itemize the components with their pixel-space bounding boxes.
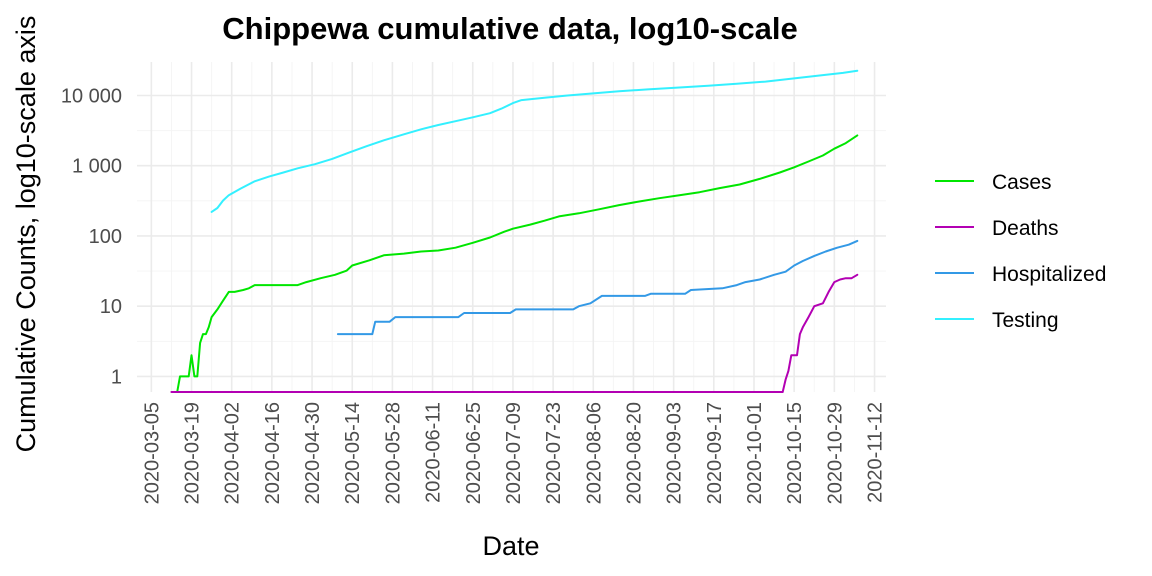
x-axis-title: Date	[482, 531, 539, 561]
grid	[137, 62, 886, 392]
x-axis-ticks: 2020-03-05 2020-03-19 2020-04-02 2020-04-16…	[141, 402, 886, 504]
y-tick-label: 10 000	[61, 86, 122, 108]
legend-label-deaths: Deaths	[992, 217, 1059, 240]
legend-label-cases: Cases	[992, 171, 1052, 194]
y-axis-title: Cumulative Counts, log10-scale axis	[11, 16, 41, 453]
series-line-hospitalized	[336, 239, 859, 336]
y-tick-label: 10	[100, 296, 122, 318]
x-tick-label: 2020-06-11	[423, 402, 445, 503]
x-tick-label: 2020-04-02	[222, 402, 244, 504]
x-tick-label: 2020-04-16	[262, 402, 284, 504]
x-tick-label: 2020-11-12	[865, 402, 887, 503]
x-tick-label: 2020-09-03	[664, 402, 686, 504]
x-tick-label: 2020-03-05	[141, 402, 163, 504]
y-tick-label: 100	[89, 226, 122, 248]
x-tick-label: 2020-09-17	[704, 402, 726, 504]
x-tick-label: 2020-08-06	[583, 402, 605, 504]
x-tick-label: 2020-10-01	[744, 402, 766, 504]
x-tick-label: 2020-07-09	[503, 402, 525, 504]
x-tick-label: 2020-06-25	[463, 402, 485, 504]
series-lines	[170, 69, 859, 393]
chart-title: Chippewa cumulative data, log10-scale	[222, 11, 797, 46]
legend: Cases Deaths Hospitalized Testing	[935, 171, 1106, 332]
x-tick-label: 2020-10-15	[784, 402, 806, 504]
x-tick-label: 2020-08-20	[624, 402, 646, 504]
series-line-cases	[176, 134, 859, 393]
x-tick-label: 2020-10-29	[824, 402, 846, 504]
y-axis-ticks: 1 10 100 1 000 10 000	[61, 86, 122, 389]
x-tick-label: 2020-03-19	[182, 402, 204, 504]
x-tick-label: 2020-05-14	[342, 402, 364, 504]
x-tick-label: 2020-04-30	[302, 402, 324, 504]
x-tick-label: 2020-05-28	[382, 402, 404, 504]
series-line-deaths	[170, 273, 859, 393]
legend-label-testing: Testing	[992, 309, 1059, 332]
legend-label-hospitalized: Hospitalized	[992, 263, 1106, 286]
y-tick-label: 1	[111, 366, 122, 388]
x-tick-label: 2020-07-23	[543, 402, 565, 504]
y-tick-label: 1 000	[72, 156, 122, 178]
series-line-testing	[210, 69, 859, 213]
